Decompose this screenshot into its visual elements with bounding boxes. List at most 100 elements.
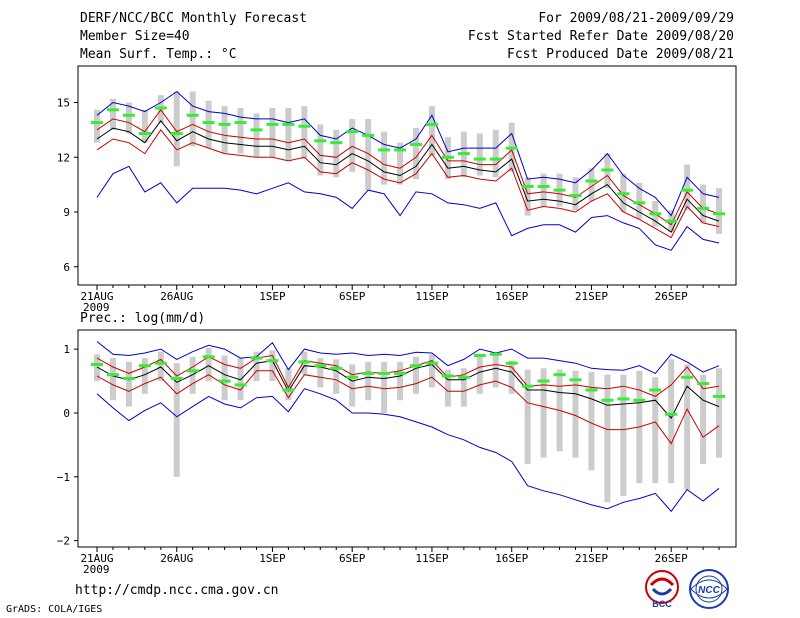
median-marker [713,394,726,398]
median-marker [553,373,566,377]
spread-box [572,177,579,211]
spread-box [109,358,116,401]
median-marker [378,148,391,152]
member-size: Member Size=40 [80,29,190,44]
source-url[interactable]: http://cmdp.ncc.cma.gov.cn [75,583,279,598]
median-marker [282,388,295,392]
spread-box [588,372,595,471]
spread-box [125,102,132,134]
median-marker [154,361,167,365]
forecast-produced-date: Fcst Produced Date 2009/08/21 [507,47,734,62]
spread-box [221,106,228,154]
median-marker [186,369,199,373]
chart-title: DERF/NCC/BCC Monthly Forecast [80,11,307,26]
ncc-logo: NCC [685,569,733,613]
median-marker [330,141,343,145]
median-marker [489,157,502,161]
median-marker [697,382,710,386]
x-year-label: 2009 [83,301,110,314]
median-marker [633,201,646,205]
spread-box [205,100,212,149]
median-marker [521,184,534,188]
median-marker [569,194,582,198]
spread-box [189,91,196,147]
spread-box [381,361,388,413]
x-tick-label: 26AUG [160,290,193,303]
spread-box [173,363,180,477]
median-marker [202,355,215,359]
median-marker [617,192,630,196]
y-tick-label: 0 [63,407,70,420]
median-marker [457,152,470,156]
median-marker [202,121,215,125]
median-marker [362,133,375,137]
bcc-logo: BCC [641,569,683,613]
x-tick-label: 21SEP [575,552,608,565]
median-marker [410,142,422,146]
spread-box [476,355,483,394]
spread-box [413,128,419,180]
median-marker [441,374,454,378]
spread-box [620,374,627,496]
series-line-p10 [96,129,720,239]
y-tick-label: 12 [57,151,70,164]
series-line-min [96,165,720,251]
spread-box [476,133,483,176]
median-marker [154,106,167,110]
spread-box [285,368,292,401]
x-tick-label: 21AUG [80,290,113,303]
spread-box [700,374,707,465]
x-tick-label: 6SEP [339,290,366,303]
series-line-p90 [96,354,720,397]
median-marker [298,124,311,128]
median-marker [537,184,550,188]
median-marker [601,398,614,402]
median-marker [122,377,135,381]
plot-frame [77,65,737,286]
spread-box [524,177,531,216]
plot-frame [77,329,737,548]
x-tick-label: 26AUG [160,552,193,565]
spread-box [381,131,388,185]
median-marker [250,356,263,360]
median-marker [394,371,407,375]
x-tick-label: 1SEP [259,552,286,565]
spread-box [636,182,643,220]
forecast-start-date: Fcst Started Refer Date 2009/08/20 [467,29,734,44]
spread-box [237,107,244,154]
spread-box [492,354,499,388]
spread-box [588,168,595,202]
median-marker [394,148,407,152]
spread-box [604,374,611,503]
spread-box [716,368,723,458]
spread-box [173,91,180,167]
median-marker [298,360,311,364]
spread-box [285,107,292,161]
spread-box [668,359,675,484]
spread-box [365,118,372,191]
spread-box [94,109,100,143]
x-tick-label: 16SEP [495,552,528,565]
median-marker [617,397,630,401]
median-marker [266,122,279,126]
median-marker [649,388,662,392]
x-tick-label: 11SEP [415,552,448,565]
median-marker [681,375,694,379]
median-marker [681,188,694,192]
precip-title: Prec.: log(mm/d) [80,311,205,326]
spread-box [460,368,467,407]
median-marker [425,361,438,365]
y-tick-label: 6 [63,261,70,274]
median-marker [665,219,678,223]
x-tick-label: 26SEP [655,552,688,565]
median-marker [218,122,231,126]
median-marker [346,130,359,134]
median-marker [250,128,263,132]
median-marker [106,108,119,112]
series-line-p90 [96,108,720,226]
spread-box [94,354,100,382]
x-tick-label: 26SEP [655,290,688,303]
spread-box [540,173,547,207]
